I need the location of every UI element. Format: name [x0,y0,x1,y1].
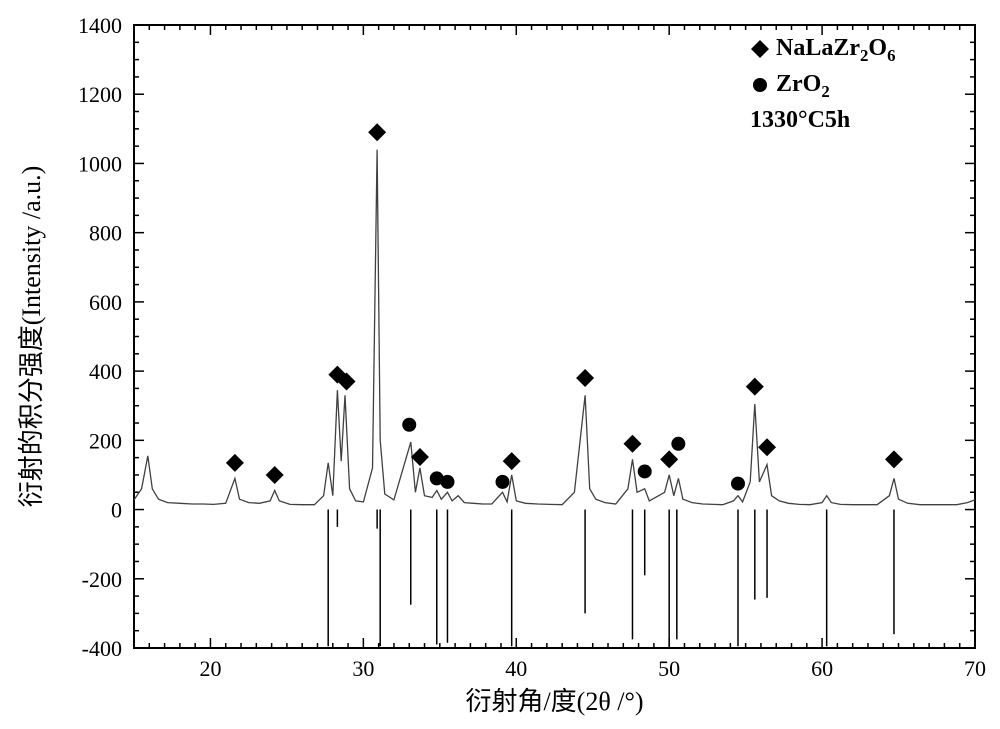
x-tick-label: 70 [964,656,986,681]
diamond-marker-icon [576,369,594,387]
x-tick-label: 50 [658,656,680,681]
circle-marker-icon [402,418,416,432]
xrd-spectrum-line [134,150,975,505]
circle-marker-icon [638,464,652,478]
y-tick-label: 1400 [78,13,122,38]
x-tick-label: 30 [352,656,374,681]
y-tick-label: 0 [111,498,122,523]
diamond-marker-icon [746,378,764,396]
legend-label: ZrO2 [776,71,830,101]
x-axis-label: 衍射角/度(2θ /°) [465,687,643,716]
y-axis-label: 衍射的积分强度(Intensity /a.u.) [17,166,46,508]
y-tick-label: 200 [89,428,122,453]
circle-marker-icon [496,475,510,489]
circle-marker-icon [440,475,454,489]
y-tick-label: 1200 [78,82,122,107]
legend-label: NaLaZr2O6 [776,35,895,65]
y-tick-label: 800 [89,221,122,246]
diamond-marker-icon [226,454,244,472]
y-tick-label: 1000 [78,151,122,176]
legend-label: 1330°C5h [750,107,850,133]
diamond-marker-icon [660,450,678,468]
x-tick-label: 20 [199,656,221,681]
diamond-marker-icon [368,123,386,141]
diamond-marker-icon [758,438,776,456]
diamond-marker-icon [623,435,641,453]
legend-circle-icon [753,78,767,92]
legend-diamond-icon [751,40,769,58]
xrd-chart: 20 30 40 50 60 70 -400 -200 0 200 400 600 800 1000 120… [0,0,1000,729]
y-tick-label: -200 [82,567,122,592]
diamond-marker-icon [885,450,903,468]
diamond-marker-icon [411,448,429,466]
y-tick-label: -400 [82,636,122,661]
diamond-marker-icon [266,466,284,484]
x-tick-label: 40 [505,656,527,681]
y-tick-label: 400 [89,359,122,384]
x-tick-label: 60 [811,656,833,681]
y-tick-label: 600 [89,290,122,315]
circle-marker-icon [731,477,745,491]
circle-marker-icon [671,437,685,451]
diamond-marker-icon [503,452,521,470]
